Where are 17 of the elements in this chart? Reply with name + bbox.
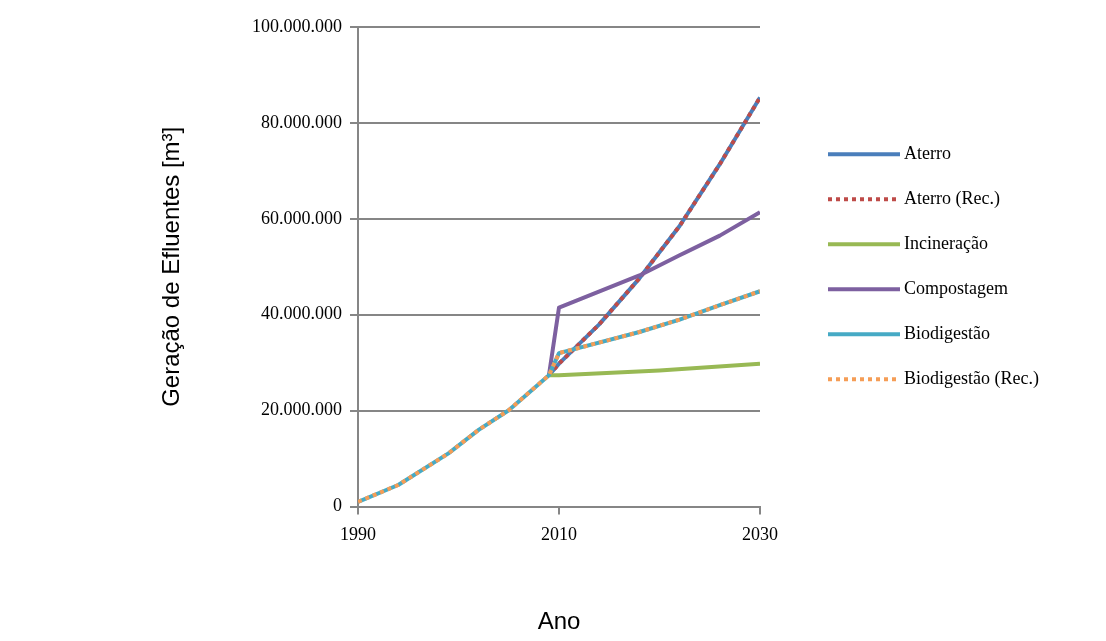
y-tick-label: 100.000.000 bbox=[252, 15, 342, 36]
x-tick-label: 1990 bbox=[340, 524, 376, 545]
legend-label: Biodigestão bbox=[904, 323, 990, 344]
x-axis-title: Ano bbox=[537, 607, 581, 635]
legend-label: Compostagem bbox=[904, 278, 1008, 299]
y-tick-label: 40.000.000 bbox=[261, 303, 342, 324]
x-tick-label: 2010 bbox=[541, 524, 577, 545]
legend-label: Aterro bbox=[904, 143, 951, 164]
legend-label: Biodigestão (Rec.) bbox=[904, 368, 1039, 390]
legend-label: Aterro (Rec.) bbox=[904, 188, 1000, 210]
y-tick-label: 80.000.000 bbox=[261, 111, 342, 132]
y-tick-label: 20.000.000 bbox=[261, 399, 342, 420]
x-tick-label: 2030 bbox=[742, 524, 778, 545]
y-tick-label: 0 bbox=[333, 495, 342, 516]
legend-label: Incineração bbox=[904, 233, 988, 254]
y-tick-label: 60.000.000 bbox=[261, 207, 342, 228]
y-axis-title: Geração de Efluentes [m³] bbox=[157, 126, 185, 407]
